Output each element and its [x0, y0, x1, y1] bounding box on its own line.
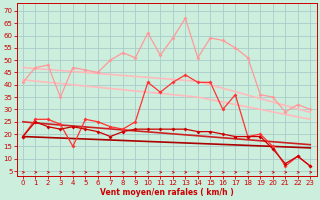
- X-axis label: Vent moyen/en rafales ( km/h ): Vent moyen/en rafales ( km/h ): [100, 188, 234, 197]
